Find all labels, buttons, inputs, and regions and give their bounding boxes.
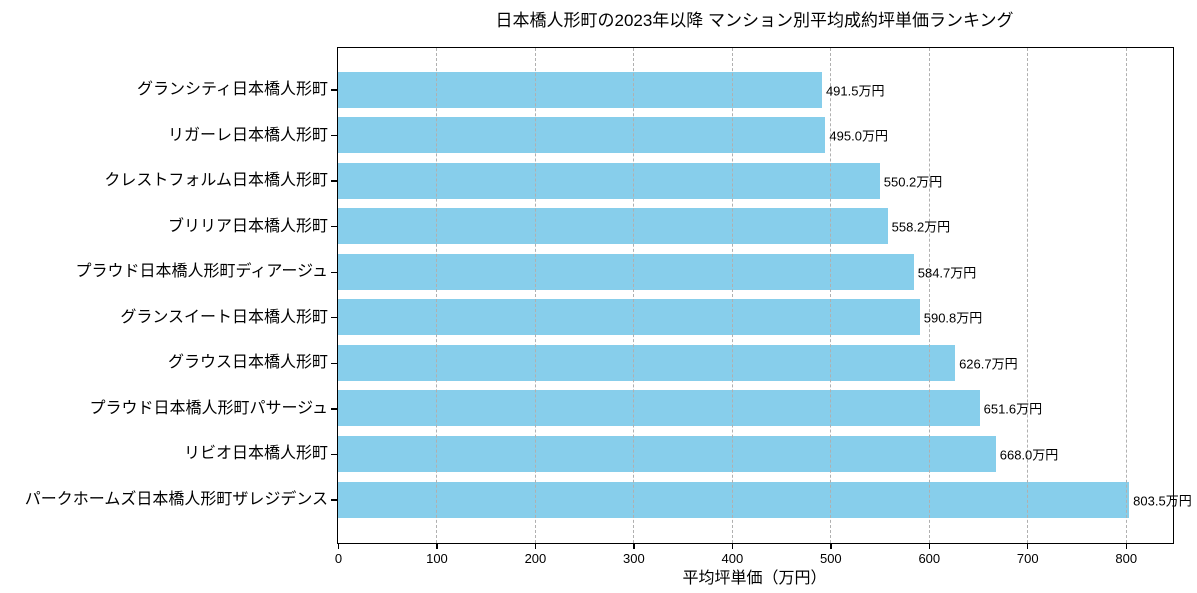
x-tick-mark (1125, 543, 1127, 549)
x-tick-label: 700 (1016, 551, 1039, 566)
x-tick-mark (337, 543, 340, 549)
x-tick-label: 100 (426, 551, 448, 566)
x-tick-label: 600 (918, 551, 941, 566)
bar-4 (338, 253, 914, 290)
bar-8 (338, 435, 996, 472)
y-tick-mark (331, 453, 337, 456)
x-tick-mark (928, 543, 930, 549)
bar-value-label: 558.2万円 (891, 219, 951, 235)
bar-value-label: 668.0万円 (999, 447, 1059, 463)
x-tick-label: 500 (819, 551, 842, 566)
gridline-100 (436, 48, 438, 543)
gridline-400 (731, 48, 733, 543)
y-category-label: パークホームズ日本橋人形町ザレジデンス (24, 491, 328, 509)
x-tick-mark (1027, 543, 1029, 549)
gridline-200 (534, 48, 536, 543)
x-tick-label: 300 (623, 551, 645, 566)
gridline-700 (1027, 48, 1029, 543)
x-tick-mark (731, 543, 734, 549)
x-tick-label: 0 (334, 551, 343, 566)
bar-value-label: 491.5万円 (825, 83, 885, 98)
y-tick-mark (331, 180, 337, 182)
y-category-label: リガーレ日本橋人形町 (167, 126, 328, 144)
y-tick-mark (331, 362, 337, 365)
bar-9 (338, 481, 1130, 518)
bar-value-label: 626.7万円 (959, 356, 1018, 372)
y-tick-mark (331, 317, 337, 319)
gridline-600 (928, 48, 930, 543)
x-tick-mark (436, 543, 438, 549)
bar-1 (338, 117, 826, 154)
gridline-300 (633, 48, 635, 543)
y-tick-mark (331, 408, 337, 410)
x-tick-label: 800 (1115, 551, 1138, 566)
y-tick-mark (331, 225, 337, 228)
bar-value-label: 590.8万円 (923, 310, 983, 326)
bar-value-label: 495.0万円 (829, 128, 888, 144)
bar-7 (338, 390, 980, 427)
x-tick-mark (534, 543, 537, 549)
y-category-label: クレストフォルム日本橋人形町 (104, 172, 328, 190)
y-tick-mark (331, 499, 337, 501)
bar-5 (338, 299, 920, 336)
y-category-label: プラウド日本橋人形町ディアージュ (75, 263, 328, 281)
bar-6 (338, 344, 956, 381)
y-tick-mark (331, 134, 337, 137)
y-category-label: ブリリア日本橋人形町 (167, 217, 328, 235)
y-category-label: グラウス日本橋人形町 (167, 354, 328, 372)
y-category-label: グランスイート日本橋人形町 (120, 308, 328, 326)
y-category-label: プラウド日本橋人形町パサージュ (89, 399, 328, 417)
bar-0 (338, 71, 822, 108)
bar-2 (338, 162, 880, 199)
bar-value-label: 584.7万円 (917, 265, 977, 281)
bar-value-label: 803.5万円 (1133, 493, 1192, 509)
x-tick-mark (830, 543, 832, 549)
x-tick-mark (633, 543, 635, 549)
y-tick-mark (331, 89, 337, 91)
gridline-500 (830, 48, 832, 543)
chart-title: 日本橋人形町の2023年以降 マンション別平均成約坪単価ランキング (495, 11, 1014, 30)
x-tick-label: 400 (721, 551, 744, 566)
y-category-label: グランシティ日本橋人形町 (136, 81, 328, 98)
x-axis-label: 平均坪単価（万円） (682, 570, 827, 587)
plot-area: 491.5万円 495.0万円 550.2万円 558.2万円 584.7万円 590.8… (337, 47, 1192, 544)
y-tick-mark (331, 271, 337, 273)
gridline-800 (1125, 48, 1127, 543)
y-category-label: リビオ日本橋人形町 (183, 445, 328, 463)
bar-value-label: 550.2万円 (883, 174, 943, 190)
bar-value-label: 651.6万円 (983, 401, 1043, 417)
bar-3 (338, 208, 888, 245)
x-tick-label: 200 (524, 551, 547, 566)
